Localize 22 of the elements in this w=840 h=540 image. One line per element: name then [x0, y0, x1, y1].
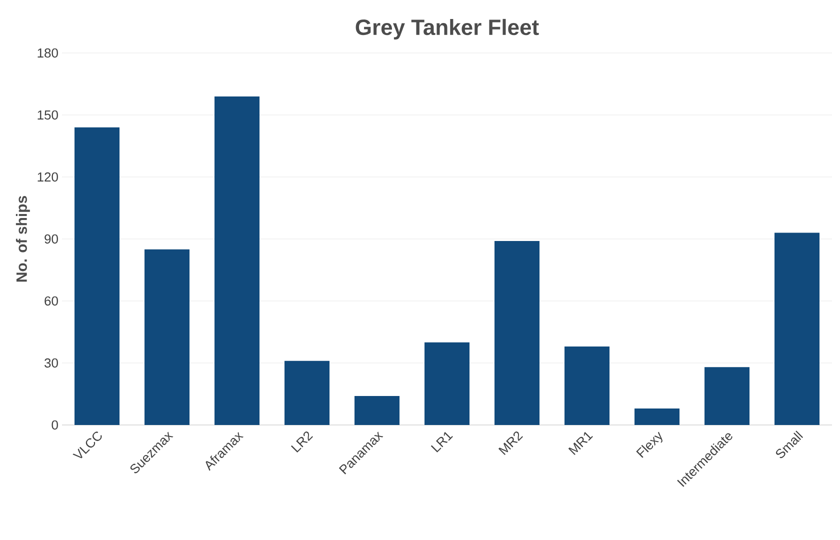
bar	[144, 249, 190, 425]
y-tick-label: 30	[44, 358, 58, 368]
bar	[424, 342, 470, 425]
y-tick-label: 60	[44, 296, 58, 306]
bar	[704, 367, 750, 425]
y-tick-label: 180	[38, 48, 58, 58]
y-tick-label: 150	[38, 110, 58, 120]
bar	[774, 232, 820, 425]
x-tick-label: LR1	[430, 432, 453, 452]
y-axis-title: No. of ships	[16, 196, 30, 282]
bar	[634, 408, 680, 425]
chart-title: Grey Tanker Fleet	[356, 18, 539, 40]
bar	[494, 241, 540, 425]
y-tick-label: 90	[44, 234, 58, 244]
y-tick-label: 120	[38, 172, 58, 182]
y-tick-label: 0	[52, 420, 58, 430]
bar	[564, 346, 610, 425]
bar	[284, 360, 330, 425]
bar	[354, 396, 400, 425]
bar	[74, 127, 120, 425]
x-tick-label: LR2	[290, 432, 313, 453]
bar	[214, 96, 260, 425]
